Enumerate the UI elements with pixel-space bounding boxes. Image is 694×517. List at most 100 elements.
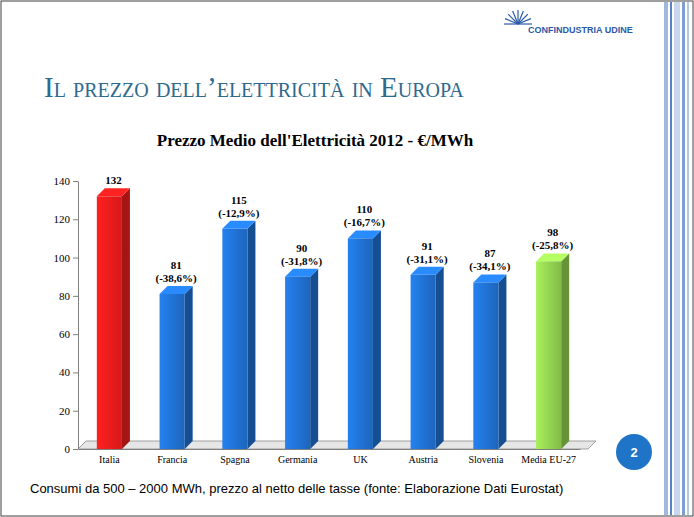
y-tick: 40 bbox=[59, 366, 78, 378]
x-tick: UK bbox=[353, 449, 368, 465]
y-tick-mark bbox=[73, 258, 78, 259]
difference-label: (-31,1%) bbox=[407, 253, 449, 266]
bar bbox=[285, 277, 310, 449]
y-tick-mark bbox=[73, 219, 78, 220]
bar-side bbox=[185, 286, 193, 449]
y-tick: 140 bbox=[54, 175, 79, 187]
side-stripes bbox=[664, 2, 689, 515]
bar bbox=[160, 294, 185, 449]
bar bbox=[473, 282, 498, 449]
x-tick-label: Francia bbox=[157, 454, 188, 465]
footnote: Consumi da 500 – 2000 MWh, prezzo al net… bbox=[30, 481, 563, 496]
x-tick-label: Italia bbox=[99, 454, 120, 465]
x-tick: Germania bbox=[278, 449, 318, 465]
y-tick-label: 0 bbox=[65, 443, 71, 455]
data-label: 98 bbox=[547, 226, 559, 238]
y-tick: 0 bbox=[65, 443, 79, 455]
data-label: 115 bbox=[231, 194, 247, 206]
y-tick: 120 bbox=[54, 213, 79, 225]
bar-top bbox=[536, 253, 569, 261]
x-tick: Media EU-27 bbox=[521, 449, 576, 465]
difference-label: (-25,8%) bbox=[532, 239, 574, 252]
y-tick-mark bbox=[73, 449, 78, 450]
y-tick-label: 20 bbox=[59, 405, 71, 417]
x-tick: Slovenia bbox=[468, 449, 504, 465]
data-label: 90 bbox=[296, 242, 308, 254]
bar-side bbox=[247, 221, 255, 449]
y-tick: 60 bbox=[59, 328, 78, 340]
y-tick-label: 80 bbox=[59, 290, 71, 302]
bar bbox=[411, 275, 436, 449]
chart-title: Prezzo Medio dell'Elettricità 2012 - €/M… bbox=[157, 131, 474, 150]
bar-top bbox=[348, 230, 381, 238]
y-tick-mark bbox=[73, 181, 78, 182]
data-label: 81 bbox=[171, 259, 182, 271]
y-tick-label: 100 bbox=[54, 252, 71, 264]
bar bbox=[536, 261, 561, 449]
bar-top bbox=[97, 188, 130, 196]
bar-top bbox=[473, 274, 506, 282]
x-tick-label: Slovenia bbox=[468, 454, 504, 465]
x-tick-label: Spagna bbox=[220, 454, 250, 465]
y-tick-mark bbox=[73, 334, 78, 335]
stripe bbox=[674, 2, 680, 515]
bar-side bbox=[373, 230, 381, 449]
y-axis: 0 20 40 60 80 100 120 140 bbox=[54, 175, 79, 455]
logo-ray bbox=[513, 11, 518, 24]
data-label: 91 bbox=[422, 240, 433, 252]
bar-side bbox=[122, 188, 130, 449]
difference-label: (-31,8%) bbox=[281, 255, 323, 268]
x-tick: Spagna bbox=[220, 449, 250, 465]
y-tick: 100 bbox=[54, 252, 79, 264]
stripe bbox=[670, 2, 672, 515]
floor bbox=[78, 441, 596, 449]
slide-title: Il prezzo dell’elettricità in Europa bbox=[44, 71, 464, 103]
bar-top bbox=[222, 221, 255, 229]
slide-frame bbox=[1, 1, 693, 516]
x-tick: Italia bbox=[99, 449, 120, 465]
bar bbox=[97, 196, 122, 449]
difference-label: (-12,9%) bbox=[218, 207, 260, 220]
x-axis: Italia Francia Spagna Germania UK Austria Slov… bbox=[79, 449, 581, 465]
data-label: 132 bbox=[105, 174, 122, 186]
slide: CONFINDUSTRIA UDINE Il prezzo dell’elettr… bbox=[0, 0, 694, 517]
bar-top bbox=[160, 286, 193, 294]
y-tick-mark bbox=[73, 296, 78, 297]
stripe bbox=[687, 2, 689, 515]
bar-top bbox=[285, 269, 318, 277]
x-tick-label: Media EU-27 bbox=[521, 454, 576, 465]
bar-side bbox=[561, 253, 569, 449]
y-tick: 20 bbox=[59, 405, 78, 417]
page-badge bbox=[616, 434, 652, 470]
y-tick: 80 bbox=[59, 290, 78, 302]
data-label: 87 bbox=[484, 247, 496, 259]
logo-text: CONFINDUSTRIA UDINE bbox=[528, 25, 633, 35]
x-tick: Austria bbox=[408, 449, 438, 465]
data-label: 110 bbox=[356, 203, 372, 215]
y-tick-label: 60 bbox=[59, 328, 71, 340]
bar bbox=[222, 229, 247, 449]
y-tick-mark bbox=[73, 372, 78, 373]
logo-ray bbox=[518, 19, 531, 24]
difference-label: (-38,6%) bbox=[156, 272, 198, 285]
difference-label: (-34,1%) bbox=[469, 260, 511, 273]
y-tick-mark bbox=[73, 411, 78, 412]
bar bbox=[348, 238, 373, 449]
logo: CONFINDUSTRIA UDINE bbox=[504, 10, 633, 35]
x-axis-line bbox=[79, 449, 581, 450]
y-tick-label: 40 bbox=[59, 366, 71, 378]
y-tick-label: 140 bbox=[54, 175, 71, 187]
y-axis-line bbox=[78, 182, 79, 450]
x-tick-label: Austria bbox=[408, 454, 438, 465]
x-tick-label: UK bbox=[353, 454, 368, 465]
y-tick-label: 120 bbox=[54, 213, 71, 225]
x-tick: Francia bbox=[157, 449, 188, 465]
bar-side bbox=[310, 269, 318, 449]
stripe bbox=[664, 2, 668, 515]
bar-top bbox=[411, 267, 444, 275]
difference-label: (-16,7%) bbox=[344, 216, 386, 229]
bar-side bbox=[436, 267, 444, 449]
data-labels: 132 (-38,6%)81 (-12,9%)115 (-31,8%)90 (-16,7… bbox=[105, 174, 573, 285]
stripe bbox=[682, 2, 685, 515]
x-tick-label: Germania bbox=[278, 454, 318, 465]
